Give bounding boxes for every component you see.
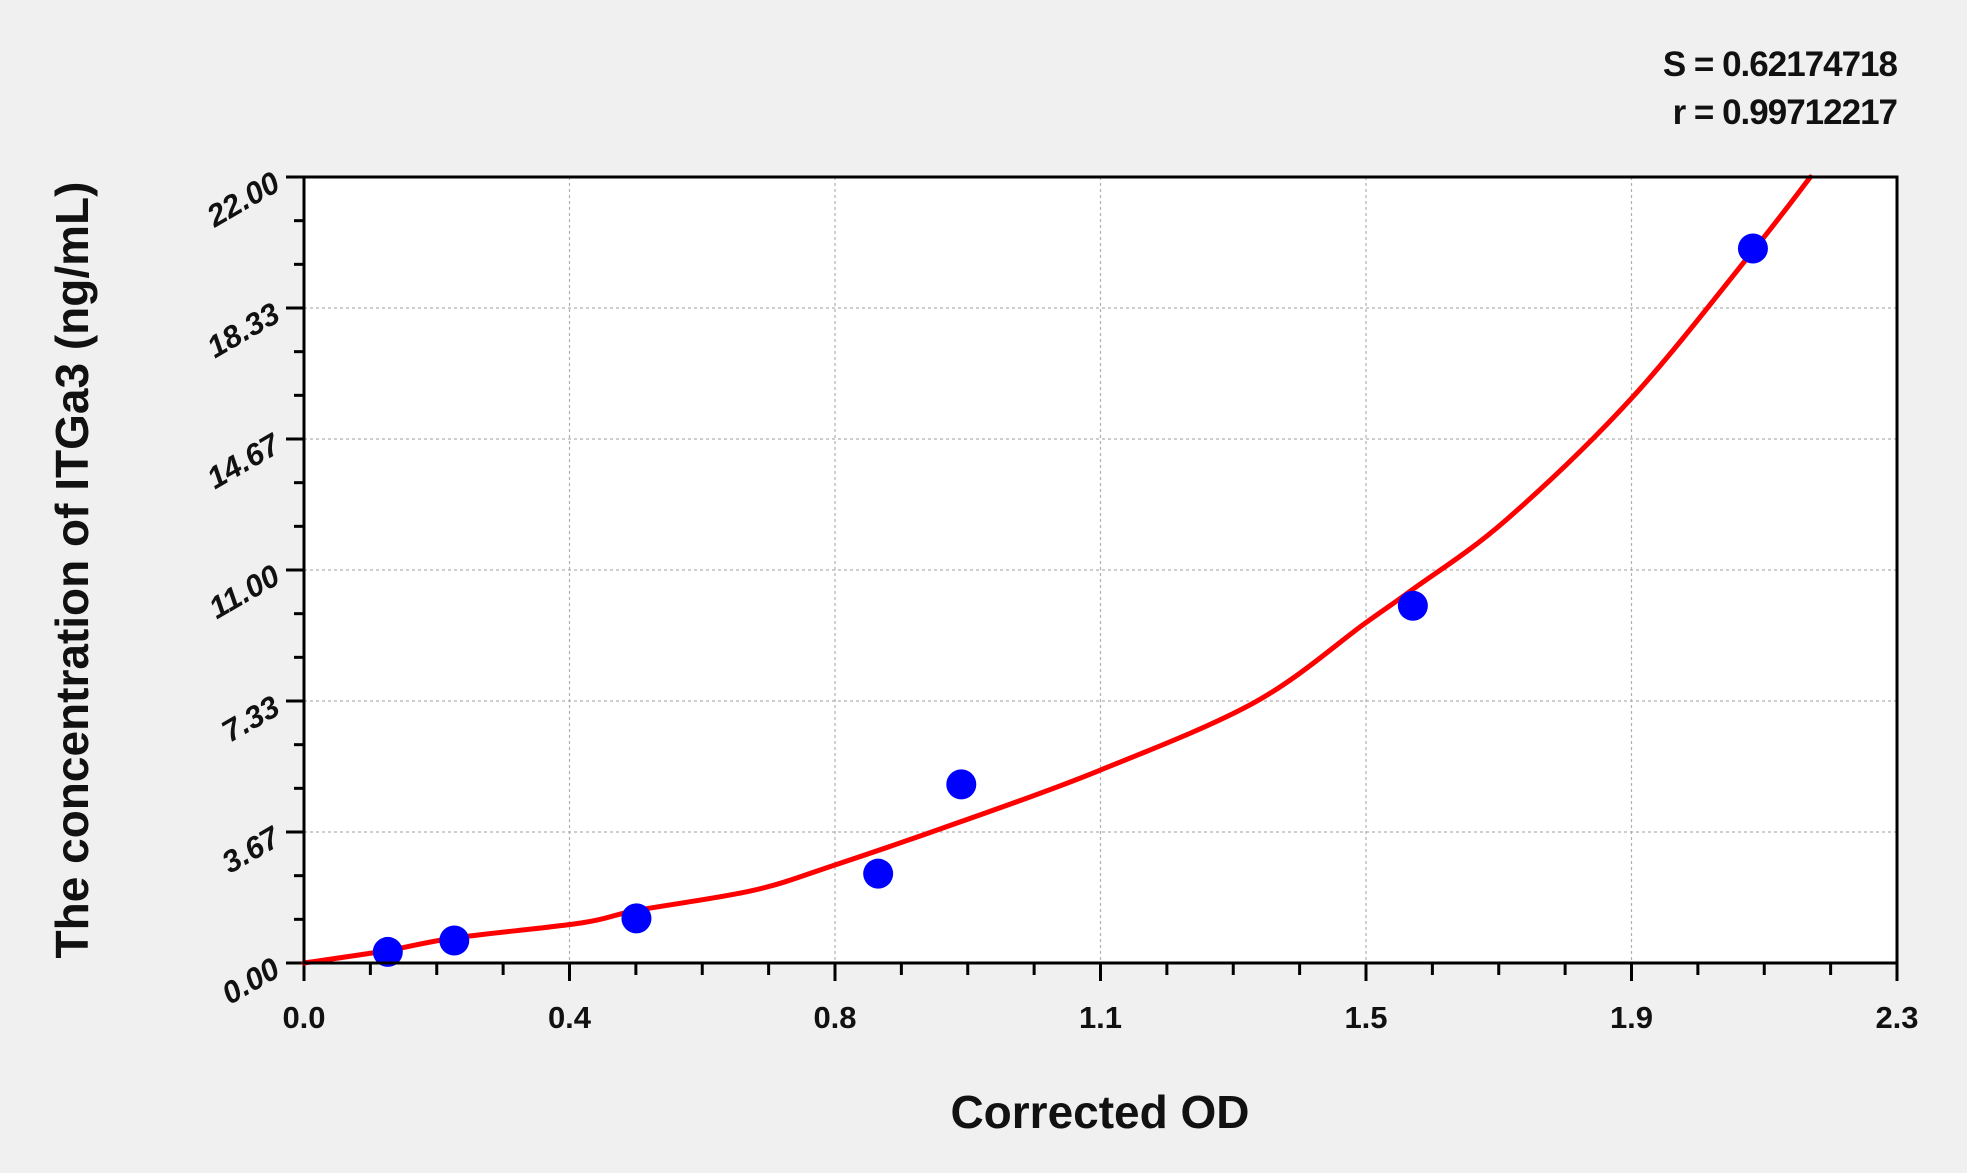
data-point	[863, 858, 894, 889]
plot-frame	[302, 175, 1899, 965]
data-points-layer	[372, 233, 1768, 967]
x-tick-label: 0.8	[813, 1000, 856, 1035]
data-point	[439, 925, 470, 956]
stat-s: S = 0.62174718	[1663, 45, 1898, 84]
x-tick-label: 1.5	[1344, 1000, 1387, 1035]
data-point	[1737, 233, 1768, 264]
x-axis-title: Corrected OD	[950, 1086, 1249, 1138]
y-axis-title: The concentration of ITGa3 (ng/mL)	[46, 182, 98, 959]
data-point	[1397, 590, 1428, 621]
grid-lines	[304, 177, 1897, 963]
x-tick-label: 0.0	[282, 1000, 325, 1035]
x-tick-label: 0.4	[548, 1000, 592, 1035]
x-tick-label: 1.1	[1079, 1000, 1122, 1035]
data-point	[946, 769, 977, 800]
stat-r: r = 0.99712217	[1673, 93, 1897, 132]
x-tick-labels: 0.0 0.4 0.8 1.1 1.5 1.9 2.3	[282, 1000, 1918, 1035]
data-point	[372, 936, 403, 967]
x-tick-label: 2.3	[1875, 1000, 1918, 1035]
data-point	[621, 903, 652, 934]
axis-ticks	[286, 175, 1899, 981]
x-tick-label: 1.9	[1610, 1000, 1653, 1035]
fit-curve-layer	[301, 174, 1813, 966]
fit-curve-line	[301, 174, 1813, 966]
